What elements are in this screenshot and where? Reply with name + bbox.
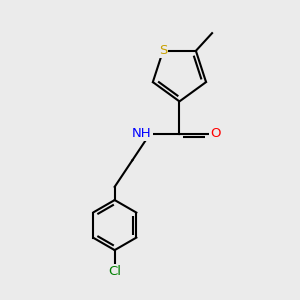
Text: NH: NH: [132, 127, 152, 140]
Text: S: S: [159, 44, 167, 57]
Text: Cl: Cl: [108, 265, 121, 278]
Text: O: O: [210, 127, 220, 140]
